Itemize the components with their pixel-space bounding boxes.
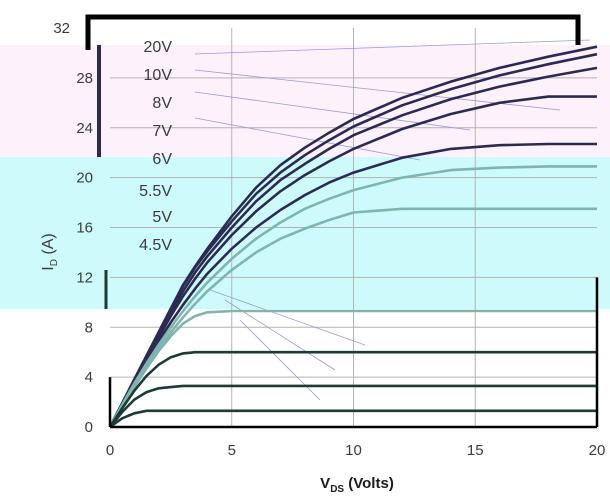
x-axis-title: VDS (Volts)	[320, 475, 394, 495]
series-label-20v: 20V	[144, 39, 173, 56]
x-tick-label: 10	[345, 442, 362, 459]
series-label-6v: 6V	[152, 151, 172, 168]
leader-line	[194, 39, 591, 55]
leader-line	[209, 289, 366, 346]
curves	[108, 45, 598, 429]
y-tick-label: 8	[85, 319, 93, 336]
curve-unlabeled-9	[108, 384, 597, 428]
curve-6v	[108, 142, 597, 428]
y-tick-label: 24	[76, 120, 93, 137]
y-tick-label: 20	[76, 170, 93, 187]
series-label-10v: 10V	[144, 67, 173, 84]
y-tick-label: 32	[53, 20, 70, 37]
y-tick-label: 12	[76, 269, 93, 286]
y-tick-label: 4	[85, 369, 93, 386]
band-middle	[0, 157, 610, 309]
leader-line	[194, 91, 471, 131]
x-tick-label: 15	[467, 442, 484, 459]
top-frame	[85, 14, 581, 50]
curve-unlabeled-8	[108, 350, 597, 428]
tick-labels: 0 5 10 15 20 0 4 8 12 16 20 24 28 32	[53, 20, 605, 459]
y-tick-label: 16	[76, 220, 93, 237]
series-label-5-5v: 5.5V	[139, 183, 172, 200]
curve-5-5v	[108, 165, 597, 428]
curve-unlabeled-10	[109, 409, 597, 429]
y-axis-title: ID (A)	[40, 233, 60, 270]
curve-5v	[108, 207, 597, 428]
x-tick-label: 20	[589, 442, 606, 459]
x-tick-label: 0	[106, 442, 114, 459]
series-label-7v: 7V	[152, 123, 172, 140]
series-label-4-5v: 4.5V	[139, 237, 172, 254]
plot-frame	[85, 14, 599, 429]
y-tick-label: 0	[85, 419, 93, 436]
curve-4-5v	[108, 309, 597, 428]
leader-line	[239, 319, 321, 401]
curve-7v	[108, 95, 597, 428]
x-tick-label: 5	[228, 442, 236, 459]
series-label-5v: 5V	[152, 209, 172, 226]
y-tick-label: 28	[76, 70, 93, 87]
series-labels: 20V 10V 8V 7V 6V 5.5V 5V 4.5V	[139, 39, 172, 254]
leader-line	[194, 117, 421, 161]
axis-lines	[108, 277, 599, 429]
series-label-8v: 8V	[152, 95, 172, 112]
